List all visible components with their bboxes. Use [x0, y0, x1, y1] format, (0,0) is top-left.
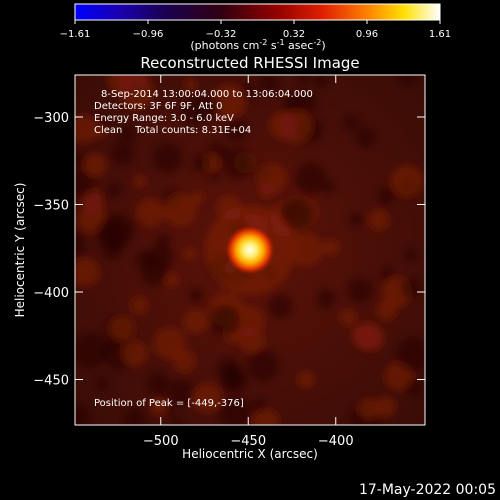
y-tick-label: −450	[33, 374, 69, 389]
info-line-energy: Energy Range: 3.0 - 6.0 keV	[94, 113, 234, 124]
x-tick-label: −500	[143, 434, 179, 449]
info-line-time: 8-Sep-2014 13:00:04.000 to 13:06:04.000	[101, 89, 313, 100]
x-axis-label: Heliocentric X (arcsec)	[182, 447, 318, 461]
info-text: 8-Sep-2014 13:00:04.000 to 13:06:04.000 …	[94, 89, 313, 136]
info-line-counts: Clean Total counts: 8.31E+04	[94, 125, 251, 136]
peak-position-label: Position of Peak = [-449,-376]	[94, 398, 244, 409]
colorbar-tick-label: 0.96	[356, 29, 378, 40]
colorbar-tick-label: −0.32	[206, 29, 237, 40]
x-axis: −500 −450 −400	[143, 75, 354, 449]
plot-frame	[74, 74, 426, 426]
colorbar-ticks: −1.61 −0.96 −0.32 0.32 0.96 1.61	[60, 20, 451, 40]
colorbar-unit: (photons cm-2 s-1 asec-2)	[190, 38, 325, 52]
x-tick-label: −450	[230, 434, 266, 449]
heatmap-image	[75, 75, 425, 425]
info-line-detectors: Detectors: 3F 6F 9F, Att 0	[94, 101, 222, 112]
y-axis: −300 −350 −400 −450	[33, 111, 425, 389]
footer-date: 17-May-2022 00:05	[359, 482, 496, 498]
y-tick-label: −350	[33, 199, 69, 214]
colorbar-tick-label: −0.96	[133, 29, 164, 40]
chart-title: Reconstructed RHESSI Image	[140, 54, 359, 72]
colorbar-tick-label: 1.61	[429, 29, 451, 40]
colorbar-tick-label: 0.32	[283, 29, 305, 40]
y-tick-label: −300	[33, 111, 69, 126]
colorbar	[74, 3, 441, 21]
y-axis-label: Heliocentric Y (arcsec)	[13, 183, 27, 318]
colorbar-tick-label: −1.61	[60, 29, 91, 40]
y-tick-label: −400	[33, 286, 69, 301]
x-tick-label: −400	[318, 434, 354, 449]
peak-source	[224, 224, 276, 276]
